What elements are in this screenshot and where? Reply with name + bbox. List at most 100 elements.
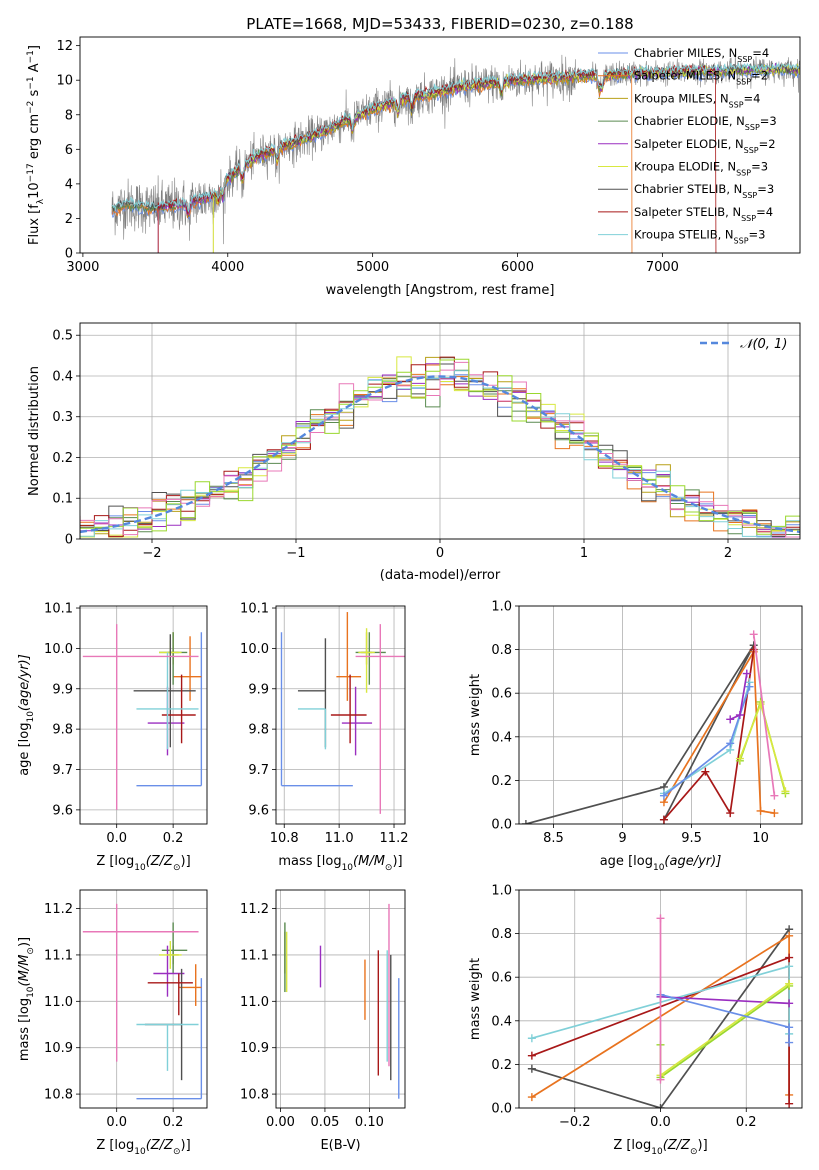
x-tick-label: 9.5	[681, 831, 702, 846]
y-tick-label: 2	[65, 212, 73, 227]
x-tick-label: 0	[436, 546, 444, 561]
points	[284, 903, 400, 1099]
y-tick-label: 9.8	[248, 723, 269, 738]
x-axis-label: E(B-V)	[320, 1138, 360, 1153]
errorbar-point	[161, 922, 188, 974]
weight-marker	[742, 669, 751, 678]
x-axis-label: age [log10(age/yr)]	[600, 854, 722, 873]
axes-frame	[518, 605, 803, 825]
weight-marker	[656, 1075, 665, 1084]
x-tick-label: 0.0	[106, 831, 127, 846]
legend-label: Chabrier MILES, NSSP=4	[634, 46, 769, 64]
weight-marker	[735, 711, 744, 719]
x-tick-label: 0.00	[266, 1115, 295, 1130]
y-axis-label: mass [log10(M/M⊙)]	[17, 937, 36, 1061]
weight-marker	[785, 1023, 794, 1032]
weight-series-3	[659, 645, 758, 824]
x-axis-label: Z [log10(Z/Z⊙)]	[96, 854, 190, 873]
y-tick-label: 10.8	[240, 1088, 269, 1103]
weight-marker	[659, 791, 668, 800]
x-tick-label: 0.0	[106, 1115, 127, 1130]
y-axis-label: age [log10(age/yr)]	[17, 654, 36, 776]
legend-label: Salpeter ELODIE, NSSP=2	[634, 137, 776, 155]
y-tick-label: 0.5	[52, 329, 73, 344]
hist-line	[80, 358, 800, 538]
weight-series-9	[656, 914, 665, 1084]
errorbar-point	[147, 973, 193, 1016]
x-tick-label: 10	[752, 831, 769, 846]
x-tick-label: 1	[580, 546, 588, 561]
y-tick-label: 0.4	[52, 369, 73, 384]
x-tick-label: 0.0	[650, 1115, 671, 1130]
errorbar-point	[136, 632, 203, 787]
axes-frame	[275, 889, 406, 1109]
weight-line	[663, 648, 775, 814]
x-axis-label: (data-model)/error	[380, 568, 501, 583]
errorbar-point	[159, 941, 182, 969]
weight-line	[663, 649, 755, 821]
axes-frame	[518, 889, 803, 1109]
y-tick-label: 9.9	[248, 682, 269, 697]
y-tick-label: 0.4	[491, 730, 512, 745]
errorbar-point	[178, 964, 202, 1006]
y-tick-label: 6	[65, 143, 73, 158]
weight-marker	[527, 1051, 536, 1060]
weight-line	[525, 644, 755, 824]
weight-marker	[726, 715, 735, 724]
x-axis-label: Z [log10(Z/Z⊙)]	[96, 1138, 190, 1157]
axes-frame	[79, 36, 801, 254]
weight-line	[752, 634, 776, 796]
x-axis-label: mass [log10(M/M⊙)]	[278, 854, 402, 873]
x-tick-label: −0.2	[559, 1115, 591, 1130]
chart-spectrum: 3000 4000 5000 6000 7000 0 2 4 6 8 10 12 Chabrier MI…	[26, 36, 801, 298]
hist-series-11	[80, 358, 800, 538]
axes-frame	[79, 889, 208, 1109]
weight-marker	[521, 820, 530, 824]
y-tick-label: 0.6	[491, 687, 512, 702]
weight-marker	[770, 809, 779, 818]
weight-marker	[785, 962, 794, 971]
legend-label: Salpeter STELIB, NSSP=4	[634, 205, 773, 223]
weight-marker	[726, 739, 735, 748]
weight-marker	[781, 787, 790, 796]
weight-series-5	[656, 992, 794, 1008]
errorbar-point	[358, 628, 375, 693]
y-tick-label: 0.4	[491, 1014, 512, 1029]
y-axis-label: Flux [fλ10−17 erg cm−2 s−1 A−1]	[26, 45, 46, 245]
y-tick-label: 10.0	[44, 642, 73, 657]
y-tick-label: 0.3	[52, 410, 73, 425]
legend-label: Chabrier ELODIE, NSSP=3	[634, 114, 777, 132]
legend-label: Kroupa ELODIE, NSSP=3	[634, 160, 768, 178]
weight-marker	[756, 806, 765, 815]
legend-label: Chabrier STELIB, NSSP=3	[634, 182, 774, 200]
weight-marker	[785, 931, 794, 940]
weight-marker	[785, 1099, 794, 1108]
x-tick-label: 4000	[211, 260, 244, 275]
y-tick-label: 11.0	[44, 995, 73, 1010]
axes-frame	[79, 322, 801, 540]
chart-mass_vs_Z: 0.0 0.2 10.8 10.9 11.0 11.1 11.2 Z [log10(Z/Z⊙)…	[17, 889, 208, 1157]
y-tick-label: 9.9	[52, 682, 73, 697]
y-tick-label: 1.0	[491, 600, 512, 615]
y-tick-label: 10.1	[44, 602, 73, 617]
y-tick-label: 9.7	[52, 763, 73, 778]
x-tick-label: 2	[724, 546, 732, 561]
chart-age_vs_mass: 10.8 11.0 11.2 9.6 9.7 9.8 9.9 10.0 10.1 mass [lo…	[240, 602, 408, 873]
y-tick-label: 11.2	[240, 902, 269, 917]
weight-marker	[785, 1038, 794, 1047]
weight-marker	[656, 914, 665, 923]
y-axis-label: mass weight	[468, 958, 483, 1040]
series	[521, 630, 790, 824]
weight-marker	[785, 999, 794, 1008]
legend-label: 𝒩(0, 1)	[740, 337, 787, 352]
legend-label: Kroupa MILES, NSSP=4	[634, 91, 760, 109]
y-tick-label: 10.0	[240, 642, 269, 657]
errorbar-point	[280, 632, 353, 787]
weight-marker	[701, 767, 710, 776]
x-tick-label: 0.05	[310, 1115, 339, 1130]
errorbar-point	[133, 634, 196, 748]
errorbar-point	[297, 708, 327, 750]
legend-label: Kroupa STELIB, NSSP=3	[634, 228, 765, 246]
weight-marker	[656, 1104, 665, 1108]
x-tick-label: −1	[286, 546, 305, 561]
